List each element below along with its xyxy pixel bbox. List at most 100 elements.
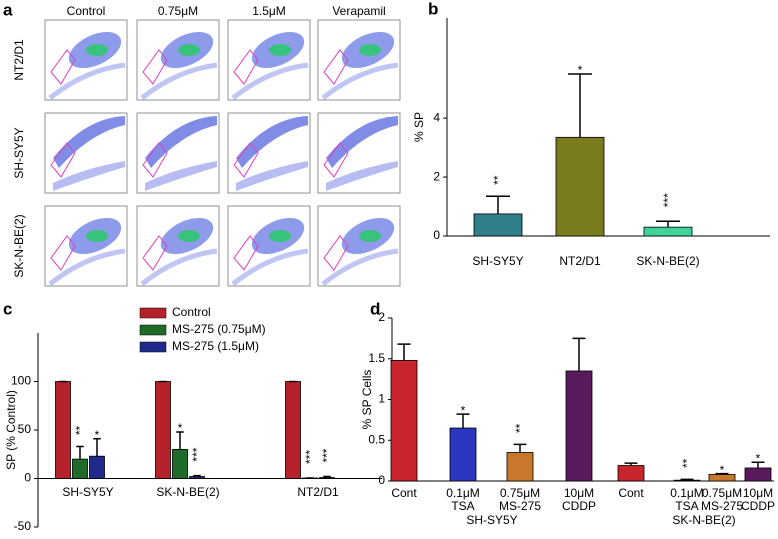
y-tick-label: -50 bbox=[14, 519, 32, 533]
bar bbox=[56, 382, 71, 479]
row-label: SH-SY5Y bbox=[12, 127, 26, 178]
row-label: NT2/D1 bbox=[12, 39, 26, 81]
x-tick-label: MS-275 bbox=[701, 499, 743, 513]
significance: * bbox=[95, 428, 100, 442]
bar bbox=[644, 227, 692, 236]
y-tick-label: 2 bbox=[433, 169, 440, 183]
x-tick-label: NT2/D1 bbox=[559, 254, 601, 268]
error-bar bbox=[398, 344, 411, 360]
panel-label: a bbox=[3, 0, 13, 19]
row-label: SK-N-BE(2) bbox=[12, 214, 26, 277]
significance: * bbox=[720, 463, 725, 477]
x-tick-label: SH-SY5Y bbox=[62, 485, 113, 499]
significance: *** bbox=[320, 448, 334, 462]
cloud-core bbox=[359, 230, 381, 242]
x-tick-label: SH-SY5Y bbox=[472, 254, 523, 268]
bar bbox=[190, 477, 205, 479]
x-tick-label: SK-N-BE(2) bbox=[636, 254, 699, 268]
error-bar bbox=[656, 221, 680, 227]
cloud-core bbox=[178, 44, 200, 56]
y-tick-label: 100 bbox=[11, 374, 31, 388]
legend-label: MS-275 (1.5μM) bbox=[172, 339, 259, 353]
x-tick-label: 0.75μM bbox=[500, 486, 540, 500]
legend-swatch bbox=[140, 342, 166, 352]
x-tick-label: 10μM bbox=[564, 486, 594, 500]
x-tick-label: Cont bbox=[391, 486, 417, 500]
bar bbox=[90, 456, 105, 478]
error-bar bbox=[76, 446, 84, 459]
column-header: Control bbox=[67, 4, 106, 18]
legend-label: MS-275 (0.75μM) bbox=[172, 322, 266, 336]
column-header: Verapamil bbox=[332, 4, 385, 18]
x-tick-label: MS-275 bbox=[499, 499, 541, 513]
x-tick-label: 0.1μM bbox=[670, 486, 704, 500]
significance: ** bbox=[491, 175, 505, 185]
group-label: SK-N-BE(2) bbox=[672, 513, 735, 527]
y-tick-label: 1.5 bbox=[368, 351, 385, 365]
cloud-core bbox=[269, 44, 291, 56]
bar bbox=[556, 137, 604, 236]
error-bar bbox=[486, 196, 510, 214]
column-header: 0.75μM bbox=[158, 4, 198, 18]
y-tick-label: 0 bbox=[24, 471, 31, 485]
column-header: 1.5μM bbox=[252, 4, 286, 18]
significance: ** bbox=[680, 458, 694, 468]
bar bbox=[286, 382, 301, 479]
y-tick-label: 4 bbox=[433, 110, 440, 124]
bar bbox=[474, 214, 522, 236]
bar bbox=[450, 428, 476, 481]
cloud-core bbox=[178, 230, 200, 242]
panel-label: c bbox=[3, 299, 12, 318]
bar bbox=[391, 360, 417, 481]
bar bbox=[173, 449, 188, 478]
x-tick-label: 0.75μM bbox=[702, 486, 742, 500]
cloud-core bbox=[269, 230, 291, 242]
x-tick-label: Cont bbox=[618, 486, 644, 500]
y-tick-label: 50 bbox=[18, 422, 32, 436]
x-tick-label: CDDP bbox=[741, 499, 775, 513]
bar bbox=[566, 371, 592, 481]
y-tick-label: 0 bbox=[378, 473, 385, 487]
y-axis-label: SP (% Control) bbox=[4, 390, 18, 470]
bar bbox=[745, 468, 771, 481]
y-tick-label: 0.5 bbox=[368, 432, 385, 446]
significance: ** bbox=[513, 423, 527, 433]
bar bbox=[618, 466, 644, 481]
significance: * bbox=[178, 421, 183, 435]
significance: *** bbox=[303, 450, 317, 464]
significance: * bbox=[756, 451, 761, 465]
y-axis-label: % SP Cells bbox=[360, 370, 374, 430]
x-tick-label: TSA bbox=[675, 499, 698, 513]
legend-swatch bbox=[140, 325, 166, 335]
bar bbox=[156, 382, 171, 479]
x-tick-label: NT2/D1 bbox=[297, 485, 339, 499]
legend-label: Control bbox=[172, 305, 211, 319]
significance: * bbox=[461, 403, 466, 417]
panel-label: b bbox=[428, 0, 438, 18]
bar bbox=[674, 480, 700, 481]
significance: *** bbox=[661, 193, 675, 207]
bar bbox=[320, 478, 335, 479]
error-bar bbox=[573, 338, 586, 371]
x-tick-label: 0.1μM bbox=[446, 486, 480, 500]
x-tick-label: 10μM bbox=[743, 486, 773, 500]
x-tick-label: SK-N-BE(2) bbox=[156, 485, 219, 499]
y-tick-label: 1 bbox=[378, 392, 385, 406]
cloud-core bbox=[86, 230, 108, 242]
legend-swatch bbox=[140, 308, 166, 318]
error-bar bbox=[568, 74, 592, 137]
significance: * bbox=[578, 63, 583, 77]
y-tick-label: 0 bbox=[433, 228, 440, 242]
x-tick-label: CDDP bbox=[562, 499, 596, 513]
bar bbox=[73, 459, 88, 478]
y-axis-label: % SP bbox=[412, 112, 426, 142]
x-tick-label: TSA bbox=[451, 499, 474, 513]
error-bar bbox=[514, 444, 527, 452]
y-tick-label: 2 bbox=[378, 310, 385, 324]
bar bbox=[507, 452, 533, 481]
cloud-core bbox=[359, 44, 381, 56]
cloud-core bbox=[86, 44, 108, 56]
significance: *** bbox=[190, 447, 204, 461]
error-bar bbox=[681, 479, 694, 480]
